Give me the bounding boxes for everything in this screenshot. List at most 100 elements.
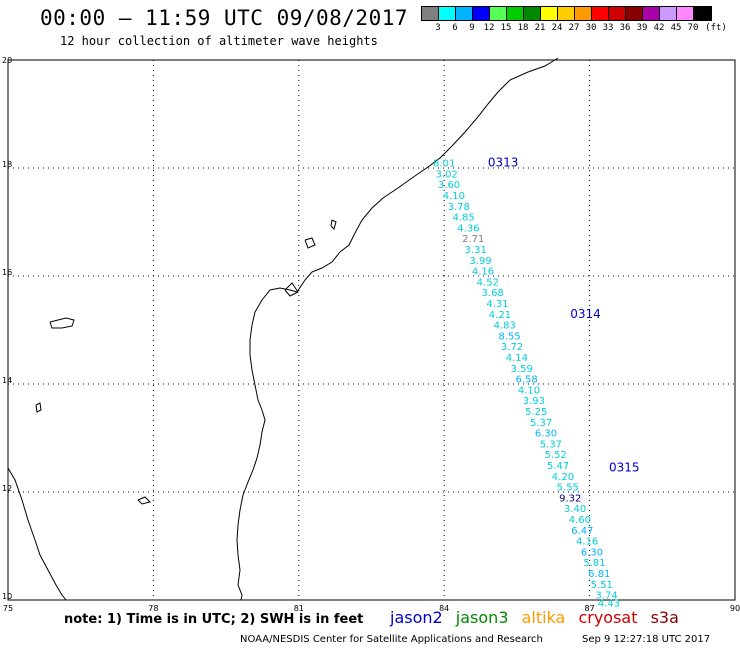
wave-height-value: 4.20 — [552, 472, 574, 483]
scale-swatch — [660, 7, 677, 20]
map-title: 00:00 – 11:59 UTC 09/08/2017 — [40, 6, 409, 30]
x-tick-label: 75 — [3, 604, 13, 613]
wave-height-value: 6.81 — [588, 569, 610, 580]
wave-height-value: 3.59 — [511, 364, 533, 375]
wave-height-value: 8.01 — [433, 159, 455, 170]
scale-swatch — [694, 7, 711, 20]
map-frame — [7, 59, 736, 601]
scale-unit-label: (ft) — [705, 23, 727, 33]
wave-height-value: 5.25 — [525, 407, 547, 418]
coastline-islands-f — [284, 282, 299, 297]
wave-height-value: 5.52 — [545, 450, 567, 461]
scale-label: 3 — [435, 23, 441, 33]
satellite-legend: jason2 jason3 altika cryosat s3a — [390, 608, 687, 627]
pass-labels: 0313 0314 0315 — [488, 156, 640, 475]
wave-height-value: 2.71 — [462, 234, 484, 245]
scale-swatch — [592, 7, 609, 20]
wave-height-value: 3.72 — [501, 342, 523, 353]
wave-height-value: 4.10 — [518, 385, 540, 396]
scale-swatch — [473, 7, 490, 20]
scale-swatch — [422, 7, 439, 20]
axis-tick-labels: 75 78 81 84 87 90 10 12 14 16 18 20 — [2, 56, 740, 613]
wave-height-color-scale: 3 6 9 12 15 18 21 24 27 30 33 36 39 42 45 70 (ft) — [421, 6, 727, 33]
scale-swatch — [575, 7, 592, 20]
y-tick-label: 14 — [2, 376, 12, 385]
pass-label: 0313 — [488, 156, 519, 170]
wave-height-value: 6.47 — [571, 526, 593, 537]
y-tick-label: 12 — [2, 484, 12, 493]
scale-swatch — [541, 7, 558, 20]
coastline-islands-b — [35, 402, 42, 413]
y-tick-label: 16 — [2, 268, 12, 277]
wave-height-value: 4.43 — [598, 599, 620, 610]
scale-swatch — [558, 7, 575, 20]
legend-altika: altika — [521, 608, 566, 627]
scale-label: 12 — [483, 23, 495, 33]
legend-s3a: s3a — [650, 608, 679, 627]
wave-height-value: 4.85 — [452, 213, 474, 224]
map-subtitle: 12 hour collection of altimeter wave hei… — [60, 34, 378, 48]
wave-height-observations: 8.013.023.604.103.784.854.362.713.313.99… — [433, 159, 620, 610]
scale-label: 36 — [619, 23, 631, 33]
y-tick-label: 10 — [2, 592, 12, 601]
scale-label: 30 — [585, 23, 597, 33]
pass-label: 0314 — [570, 307, 601, 321]
scale-label: 27 — [568, 23, 580, 33]
coastline-india-east — [236, 57, 559, 601]
footer-note: note: 1) Time is in UTC; 2) SWH is in fe… — [64, 612, 364, 627]
wave-height-value: 3.02 — [435, 169, 457, 180]
scale-swatch — [507, 7, 524, 20]
scale-swatch — [609, 7, 626, 20]
wave-height-value: 4.31 — [486, 299, 508, 310]
coastline-islands-c — [137, 496, 151, 505]
scale-swatch — [490, 7, 507, 20]
scale-label: 33 — [602, 23, 614, 33]
credit-text: NOAA/NESDIS Center for Satellite Applica… — [240, 634, 543, 645]
wave-height-value: 5.37 — [540, 439, 562, 450]
wave-height-value: 3.40 — [564, 504, 586, 515]
wave-height-value: 3.60 — [438, 180, 460, 191]
scale-label: 9 — [469, 23, 475, 33]
legend-jason2: jason2 — [390, 608, 443, 627]
scale-swatch — [456, 7, 473, 20]
scale-swatch — [524, 7, 541, 20]
lat-lon-grid — [7, 59, 736, 601]
wave-height-value: 4.21 — [489, 310, 511, 321]
y-tick-label: 18 — [2, 160, 12, 169]
legend-cryosat: cryosat — [578, 608, 638, 627]
wave-height-value: 5.51 — [591, 580, 613, 591]
wave-height-value: 4.60 — [569, 515, 591, 526]
x-tick-label: 90 — [730, 604, 740, 613]
scale-label: 15 — [500, 23, 512, 33]
wave-height-value: 3.93 — [523, 396, 545, 407]
scale-swatch — [626, 7, 643, 20]
wave-height-value: 3.99 — [469, 256, 491, 267]
wave-height-value: 3.31 — [465, 245, 487, 256]
wave-height-value: 4.36 — [457, 223, 479, 234]
coastline — [7, 57, 559, 601]
wave-height-value: 8.55 — [498, 331, 520, 342]
coastline-islands-a — [49, 317, 75, 329]
wave-height-value: 6.30 — [535, 429, 557, 440]
x-tick-label: 78 — [148, 604, 158, 613]
scale-label: 21 — [534, 23, 546, 33]
coastline-islands-e — [330, 219, 337, 230]
credit-timestamp: Sep 9 12:27:18 UTC 2017 — [582, 634, 711, 645]
y-tick-label: 20 — [2, 56, 12, 65]
scale-label: 18 — [517, 23, 529, 33]
coastline-srilanka — [7, 467, 67, 601]
wave-height-value: 4.10 — [443, 191, 465, 202]
scale-swatch — [677, 7, 694, 20]
wave-height-value: 4.52 — [477, 277, 499, 288]
scale-label: 42 — [653, 23, 665, 33]
scale-label: 39 — [636, 23, 648, 33]
x-tick-label: 87 — [585, 604, 595, 613]
wave-height-value: 5.55 — [557, 483, 579, 494]
wave-height-value: 6.30 — [581, 547, 603, 558]
wave-height-value: 4.16 — [472, 267, 494, 278]
wave-height-value: 3.74 — [595, 591, 617, 602]
wave-height-value: 3.78 — [448, 202, 470, 213]
wave-height-value: 3.68 — [482, 288, 504, 299]
scale-label: 70 — [687, 23, 699, 33]
